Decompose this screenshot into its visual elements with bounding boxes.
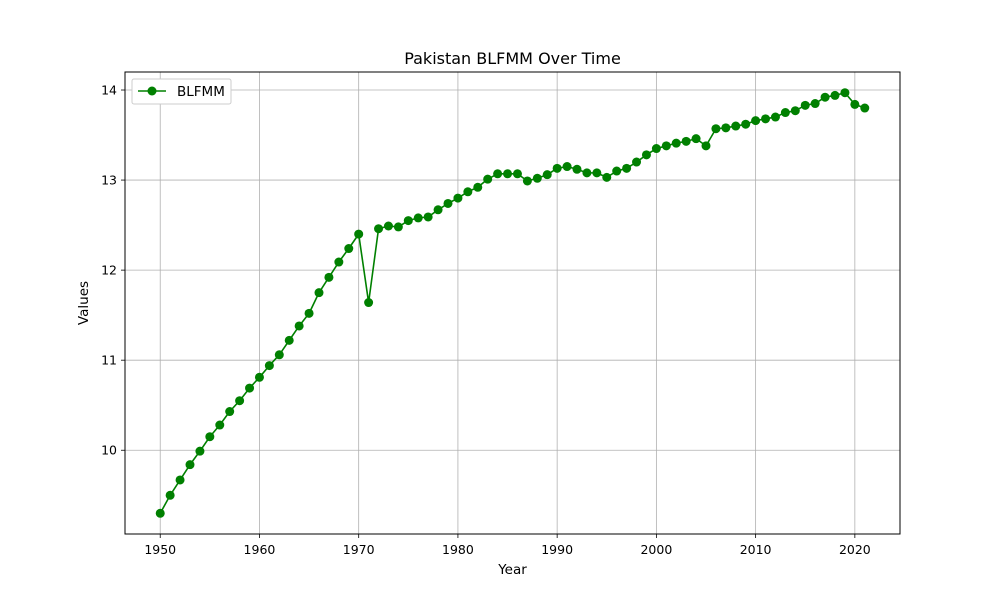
data-point: [334, 257, 344, 267]
legend-label: BLFMM: [177, 84, 225, 100]
x-tick-label: 1990: [541, 542, 573, 557]
data-point: [155, 508, 165, 518]
data-point: [215, 420, 225, 430]
data-point: [364, 298, 374, 308]
data-point: [542, 170, 552, 180]
data-point: [225, 407, 235, 417]
data-point: [423, 212, 433, 222]
data-point: [860, 103, 870, 113]
data-point: [493, 169, 503, 179]
y-tick-label: 13: [101, 173, 117, 188]
data-point: [622, 163, 632, 173]
data-point: [235, 396, 245, 406]
data-point: [562, 162, 572, 172]
data-point: [304, 308, 314, 318]
x-tick-label: 2010: [740, 542, 772, 557]
data-point: [433, 205, 443, 215]
data-point: [175, 475, 185, 485]
chart-title: Pakistan BLFMM Over Time: [404, 49, 621, 68]
data-point: [512, 169, 522, 179]
data-point: [254, 372, 264, 382]
data-point: [413, 213, 423, 223]
data-point: [572, 164, 582, 174]
x-tick-label: 1960: [244, 542, 276, 557]
x-tick-label: 2020: [839, 542, 871, 557]
data-point: [274, 350, 284, 360]
series-layer: [155, 88, 870, 518]
data-point: [374, 224, 384, 234]
legend-marker-swatch: [147, 86, 157, 96]
data-point: [473, 182, 483, 192]
data-point: [195, 446, 205, 456]
data-point: [532, 173, 542, 183]
data-point: [701, 141, 711, 151]
data-point: [691, 134, 701, 144]
data-point: [780, 108, 790, 118]
data-point: [651, 144, 661, 154]
data-point: [463, 187, 473, 197]
data-point: [612, 166, 622, 176]
legend-box: [131, 78, 232, 105]
data-point: [790, 106, 800, 116]
data-point: [800, 100, 810, 110]
x-tick-label: 1970: [343, 542, 375, 557]
data-point: [761, 114, 771, 124]
data-point: [185, 460, 195, 470]
data-point: [810, 99, 820, 109]
x-axis-label: Year: [497, 562, 527, 578]
data-point: [205, 432, 215, 442]
x-tick-label: 1950: [144, 542, 176, 557]
data-point: [592, 168, 602, 178]
x-tick-label: 2000: [640, 542, 672, 557]
data-point: [354, 229, 364, 239]
data-point: [552, 163, 562, 173]
x-tick-label: 1980: [442, 542, 474, 557]
y-tick-label: 12: [101, 263, 117, 278]
data-point: [731, 121, 741, 131]
data-point: [245, 383, 255, 393]
data-point: [711, 124, 721, 134]
data-point: [840, 88, 850, 98]
data-point: [681, 136, 691, 146]
data-point: [661, 141, 671, 151]
data-point: [264, 361, 274, 371]
data-point: [284, 335, 294, 345]
data-point: [721, 123, 731, 133]
data-point: [770, 112, 780, 122]
data-point: [582, 168, 592, 178]
legend: BLFMM: [131, 78, 232, 105]
data-point: [403, 216, 413, 226]
data-point: [324, 272, 334, 282]
y-tick-label: 14: [101, 83, 117, 98]
grid: [125, 72, 900, 534]
data-point: [751, 116, 761, 126]
data-point: [393, 222, 403, 232]
data-point: [503, 169, 513, 179]
data-point: [820, 92, 830, 102]
data-point: [632, 157, 642, 167]
y-axis-ticks: 10 11 12 13 14: [101, 83, 125, 458]
data-point: [314, 288, 324, 298]
data-point: [641, 150, 651, 160]
data-point: [383, 221, 393, 231]
data-point: [741, 119, 751, 129]
data-point: [483, 174, 493, 184]
data-point: [294, 321, 304, 331]
x-axis-ticks: 1950 1960 1970 1980 1990 2000 2010 2020: [144, 534, 871, 557]
plot-frame: [124, 71, 901, 535]
data-point: [671, 138, 681, 148]
data-point: [453, 193, 463, 203]
data-point: [344, 244, 354, 254]
y-tick-label: 11: [101, 353, 117, 368]
data-point: [830, 90, 840, 100]
data-point: [602, 172, 612, 182]
data-point: [522, 176, 532, 186]
data-point: [165, 490, 175, 500]
data-point: [850, 99, 860, 109]
y-tick-label: 10: [101, 443, 117, 458]
y-axis-label: Values: [76, 281, 92, 325]
data-point: [443, 198, 453, 208]
